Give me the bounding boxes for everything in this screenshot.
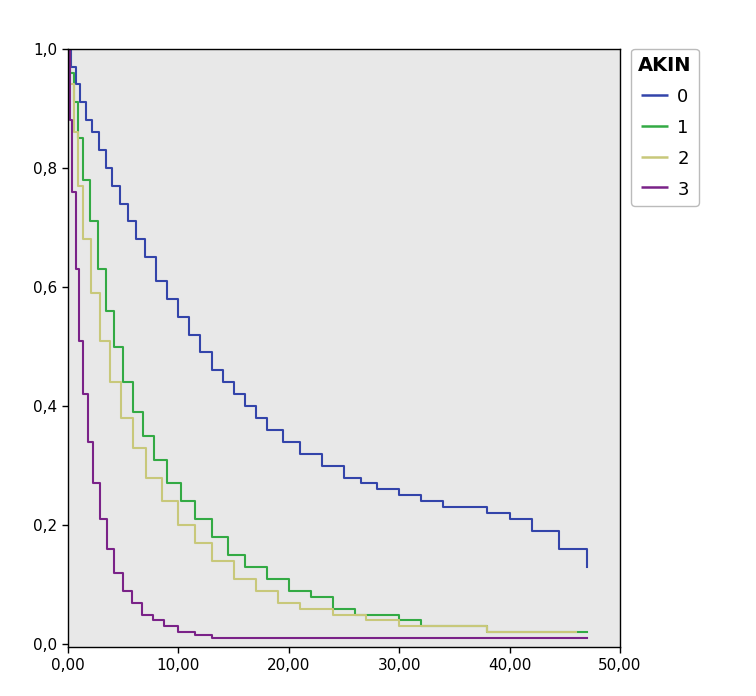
Legend: 0, 1, 2, 3: 0, 1, 2, 3: [631, 49, 699, 206]
